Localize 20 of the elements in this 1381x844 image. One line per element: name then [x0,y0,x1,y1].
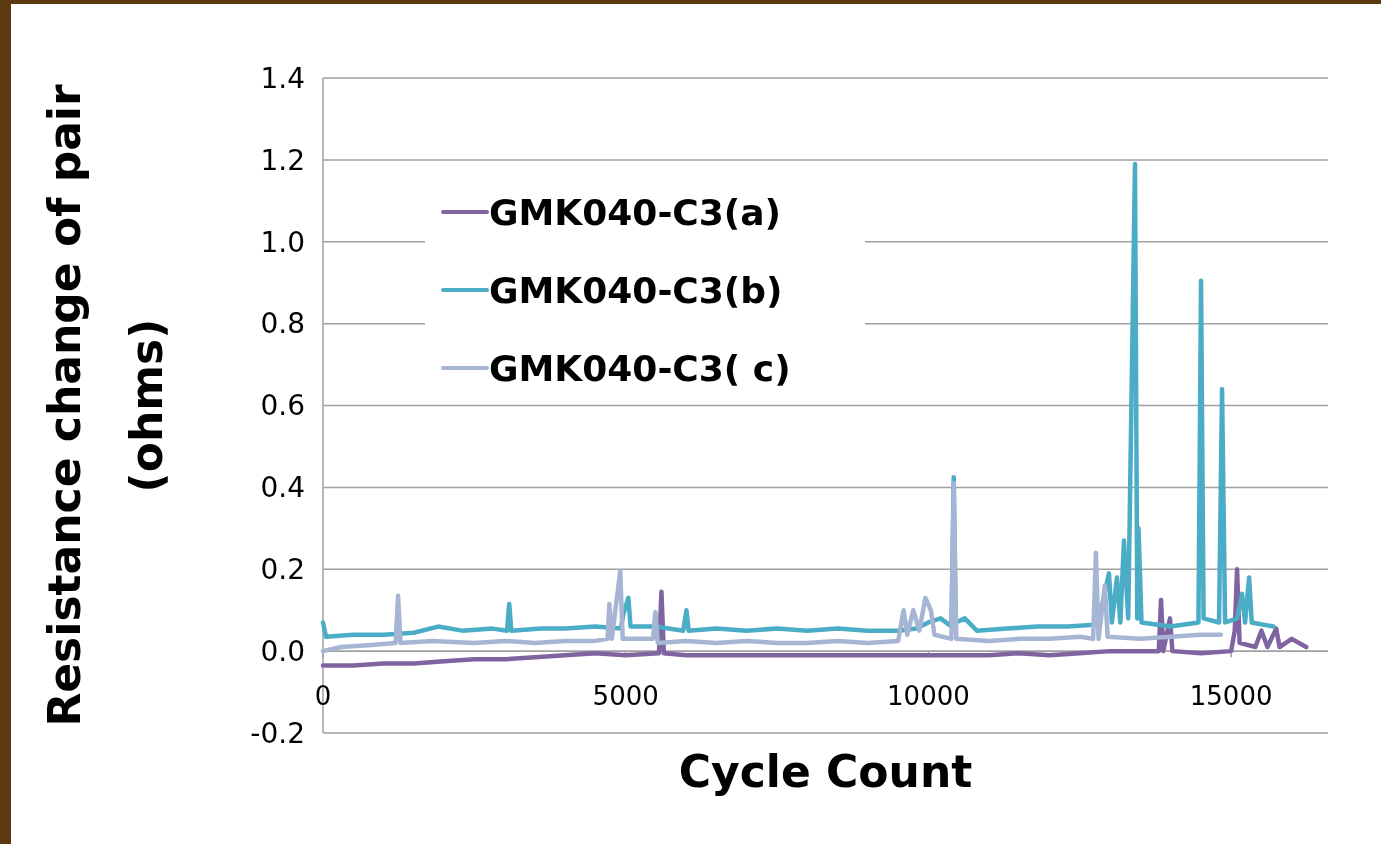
y-tick-label: 0.8 [260,307,305,341]
legend-label: GMK040-C3( c) [489,347,791,389]
y-tick-label: -0.2 [250,716,305,750]
legend-label: GMK040-C3(a) [489,191,782,233]
x-tick-label: 10000 [887,681,970,712]
line-series [320,481,1224,654]
y-axis-title: Resistance change of pair (ohms) [39,84,172,727]
y-tick-label: 0.6 [260,389,305,423]
y-tick-label: 0.2 [260,553,305,587]
y-tick-label: 1.4 [260,61,305,95]
y-tick-label: 1.0 [260,225,305,259]
y-tick-label: 0.4 [260,471,305,505]
y-tick-label: 1.2 [260,143,305,177]
x-tick-label: 15000 [1189,681,1273,712]
y-tick-label: 0.0 [260,634,305,668]
x-tick-label: 5000 [592,681,659,712]
legend-label: GMK040-C3(b) [489,269,783,311]
line-series [320,567,1309,668]
x-tick-label: 0 [314,681,332,712]
x-axis-title: Cycle Count [678,746,973,797]
